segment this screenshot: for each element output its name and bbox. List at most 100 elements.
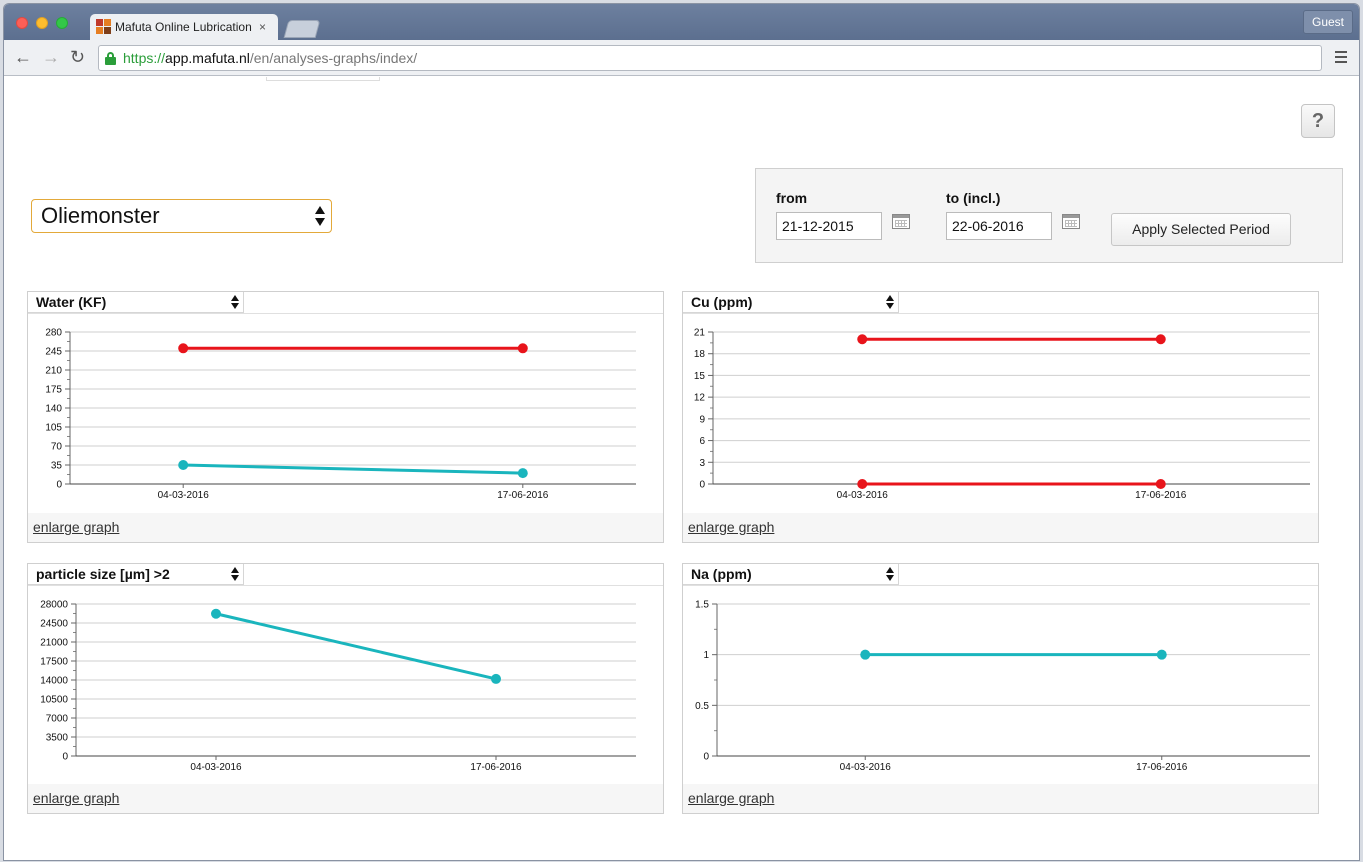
- graph-panel-particles: particle size [µm] >2 0 3500 7000 10500 1400…: [27, 563, 664, 814]
- panel-footer: enlarge graph: [683, 784, 1318, 813]
- y-tick-label: 9: [699, 414, 705, 425]
- apply-period-button[interactable]: Apply Selected Period: [1111, 213, 1291, 246]
- parameter-select-value: Water (KF): [36, 294, 107, 310]
- window-close-button[interactable]: [16, 17, 28, 29]
- data-point: [517, 468, 528, 479]
- panel-footer: enlarge graph: [683, 513, 1318, 542]
- tab-title: Mafuta Online Lubrication S: [115, 20, 255, 34]
- x-tick-label: 04-03-2016: [840, 762, 892, 773]
- from-calendar-icon[interactable]: [892, 214, 910, 229]
- enlarge-graph-link[interactable]: enlarge graph: [688, 790, 775, 806]
- tab-close-icon[interactable]: ×: [259, 20, 267, 34]
- y-tick-label: 0: [62, 752, 68, 763]
- enlarge-graph-link[interactable]: enlarge graph: [33, 519, 120, 535]
- y-tick-label: 15: [694, 371, 706, 382]
- panel-header: Na (ppm): [683, 564, 1318, 586]
- series-line: [183, 463, 523, 475]
- y-tick-label: 0.5: [695, 701, 709, 712]
- y-tick-label: 18: [694, 349, 706, 360]
- browser-toolbar: ← → ↻ https://app.mafuta.nl/en/analyses-…: [4, 40, 1359, 76]
- to-label: to (incl.): [946, 190, 1001, 206]
- period-selector: from 21-12-2015 to (incl.) 22-06-2016 Ap…: [755, 168, 1343, 263]
- y-tick-label: 175: [45, 385, 62, 396]
- to-date-input[interactable]: 22-06-2016: [946, 212, 1052, 240]
- parameter-select[interactable]: Water (KF): [28, 292, 244, 313]
- y-tick-label: 0: [703, 752, 709, 763]
- y-tick-label: 14000: [40, 676, 68, 687]
- y-tick-label: 21: [694, 328, 706, 339]
- graph-panel-water: Water (KF) 0 35 70 105 140 175 210 245 280 04-03-…: [27, 291, 664, 543]
- y-tick-label: 1: [703, 650, 709, 661]
- panel-footer: enlarge graph: [28, 513, 663, 542]
- parameter-select[interactable]: particle size [µm] >2: [28, 564, 244, 585]
- y-tick-label: 280: [45, 328, 62, 339]
- parameter-select-value: particle size [µm] >2: [36, 566, 170, 582]
- x-tick-label: 17-06-2016: [470, 762, 522, 773]
- enlarge-graph-link[interactable]: enlarge graph: [33, 790, 120, 806]
- y-tick-label: 1.5: [695, 600, 709, 611]
- parameter-select-value: Na (ppm): [691, 566, 752, 582]
- enlarge-graph-link[interactable]: enlarge graph: [688, 519, 775, 535]
- select-arrows-icon: [886, 567, 894, 581]
- data-point: [1156, 649, 1167, 660]
- y-tick-label: 24500: [40, 619, 68, 630]
- x-tick-label: 17-06-2016: [1135, 490, 1187, 501]
- new-tab-button[interactable]: [283, 20, 321, 38]
- reload-icon[interactable]: ↻: [70, 47, 86, 67]
- data-point: [491, 673, 501, 684]
- sample-select-value: Oliemonster: [41, 203, 160, 228]
- chart-na: 0 0.5 1 1.5 04-03-2016 17-06-2016: [695, 600, 1310, 773]
- y-tick-label: 70: [51, 442, 63, 453]
- y-tick-label: 0: [699, 480, 705, 491]
- select-arrows-icon: [315, 206, 325, 226]
- address-bar[interactable]: https://app.mafuta.nl/en/analyses-graphs…: [98, 45, 1322, 71]
- to-calendar-icon[interactable]: [1062, 214, 1080, 229]
- data-point: [517, 343, 528, 354]
- from-date-input[interactable]: 21-12-2015: [776, 212, 882, 240]
- chart-water: 0 35 70 105 140 175 210 245 280 04-03-2016 17-06-2…: [45, 328, 636, 501]
- forward-arrow-icon[interactable]: →: [42, 47, 60, 67]
- hamburger-menu-icon[interactable]: [1335, 51, 1347, 63]
- title-bar: Mafuta Online Lubrication S × Guest: [4, 4, 1359, 40]
- back-arrow-icon[interactable]: ←: [14, 47, 32, 67]
- page-tab-trace: [266, 77, 380, 81]
- sample-select[interactable]: Oliemonster: [31, 199, 332, 233]
- x-tick-label: 17-06-2016: [1136, 762, 1188, 773]
- y-tick-label: 17500: [40, 657, 68, 668]
- window-maximize-button[interactable]: [56, 17, 68, 29]
- panel-header: Water (KF): [28, 292, 663, 314]
- data-point: [1155, 479, 1166, 489]
- select-arrows-icon: [231, 567, 239, 581]
- y-tick-label: 245: [45, 347, 62, 358]
- help-button[interactable]: ?: [1301, 104, 1335, 138]
- url-path: /en/analyses-graphs/index/: [249, 50, 418, 66]
- panel-header: particle size [µm] >2: [28, 564, 663, 586]
- x-tick-label: 04-03-2016: [158, 490, 210, 501]
- url-host: app.mafuta.nl: [165, 50, 250, 66]
- panel-footer: enlarge graph: [28, 784, 663, 813]
- data-point: [857, 334, 868, 345]
- browser-tab[interactable]: Mafuta Online Lubrication S ×: [90, 14, 278, 40]
- data-point: [178, 460, 189, 470]
- data-point: [860, 649, 871, 660]
- graph-panel-cu: Cu (ppm) 0 3 6 9 12 15 18 21 04-03-2016 17-06-201…: [682, 291, 1319, 543]
- guest-profile-button[interactable]: Guest: [1302, 10, 1353, 34]
- y-tick-label: 210: [45, 366, 62, 377]
- y-tick-label: 7000: [46, 714, 69, 725]
- window-minimize-button[interactable]: [36, 17, 48, 29]
- y-tick-label: 10500: [40, 695, 68, 706]
- from-label: from: [776, 190, 808, 206]
- select-arrows-icon: [231, 295, 239, 309]
- y-tick-label: 28000: [40, 600, 68, 611]
- parameter-select[interactable]: Na (ppm): [683, 564, 899, 585]
- lock-icon: [105, 51, 116, 65]
- mafuta-favicon-icon: [96, 19, 112, 35]
- parameter-select[interactable]: Cu (ppm): [683, 292, 899, 313]
- data-point: [857, 479, 868, 489]
- y-tick-label: 6: [699, 436, 705, 447]
- y-tick-label: 3500: [46, 733, 69, 744]
- chart-particles: 0 3500 7000 10500 14000 17500 21000 24500 28000 0…: [40, 600, 636, 773]
- y-tick-label: 140: [45, 404, 62, 415]
- panel-header: Cu (ppm): [683, 292, 1318, 314]
- x-tick-label: 04-03-2016: [190, 762, 242, 773]
